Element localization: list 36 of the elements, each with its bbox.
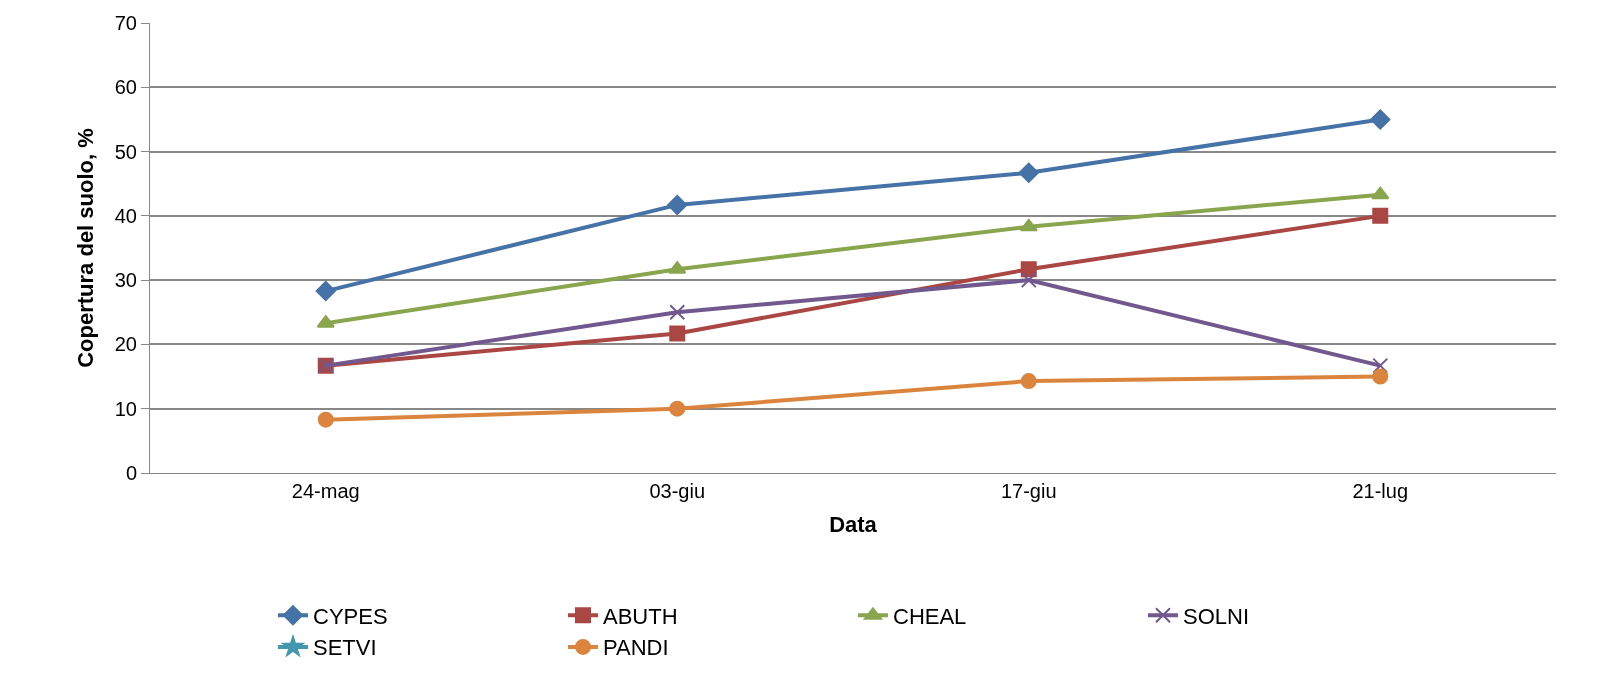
legend-label: SETVI xyxy=(313,635,377,661)
point xyxy=(317,411,334,428)
point xyxy=(669,400,686,417)
point xyxy=(1018,162,1039,183)
point xyxy=(315,280,336,302)
point xyxy=(1372,357,1389,374)
legend-label: PANDI xyxy=(603,635,669,661)
y-tick-label: 10 xyxy=(114,397,137,420)
point xyxy=(1020,373,1037,390)
x-tick-label: 03-giu xyxy=(649,480,706,502)
x-tick-label: 21-lug xyxy=(1352,480,1409,502)
legend-label: CYPES xyxy=(313,603,388,629)
y-tick-label: 20 xyxy=(114,333,137,356)
point xyxy=(1372,368,1389,385)
point xyxy=(1019,218,1038,232)
point xyxy=(1020,272,1037,289)
point xyxy=(1372,207,1389,224)
legend-label: ABUTH xyxy=(603,603,678,629)
y-tick-label: 70 xyxy=(114,12,137,34)
legend-label: SOLNI xyxy=(1183,603,1250,629)
y-tick-label: 60 xyxy=(114,76,137,99)
point xyxy=(1370,109,1391,130)
point xyxy=(1371,186,1390,200)
y-tick-label: 40 xyxy=(114,204,137,227)
point xyxy=(667,194,688,216)
x-tick-label: 24-mag xyxy=(291,480,360,502)
point xyxy=(1020,261,1037,278)
x-tick-label: 17-giu xyxy=(1000,480,1057,502)
y-tick-label: 0 xyxy=(125,462,137,484)
y-axis-title: Copertura del suolo, % xyxy=(72,128,98,368)
point xyxy=(669,304,686,321)
point xyxy=(669,325,686,342)
x-axis-title: Data xyxy=(829,511,878,537)
y-tick-label: 50 xyxy=(114,140,137,163)
y-tick-label: 30 xyxy=(114,269,137,292)
legend-label: CHEAL xyxy=(893,603,967,629)
